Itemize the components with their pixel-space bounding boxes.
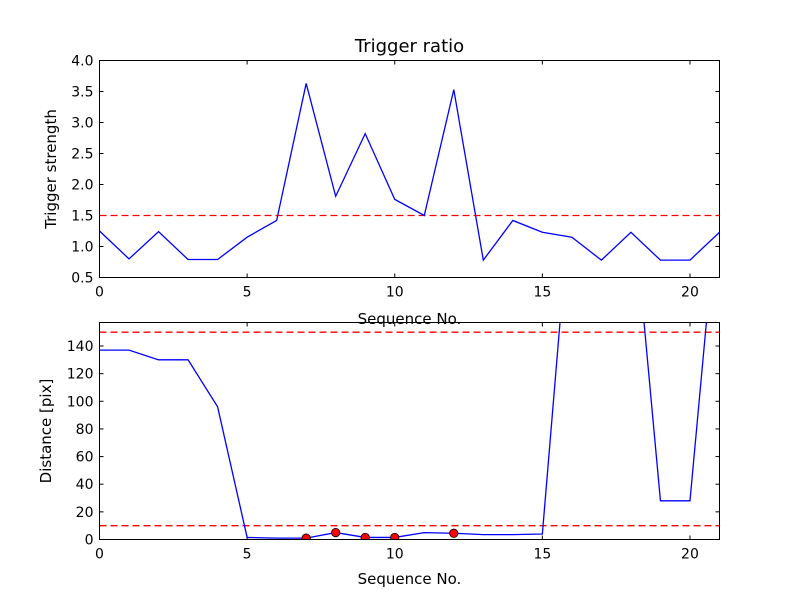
y-tick-label: 100 — [67, 394, 94, 410]
y-axis-label: Trigger strength — [42, 109, 60, 230]
x-tick-label: 15 — [533, 547, 551, 563]
y-tick-label: 140 — [67, 339, 94, 355]
y-tick-label: 80 — [76, 422, 94, 438]
series-line — [99, 83, 720, 262]
data-point-marker — [301, 533, 311, 540]
x-tick-label: 0 — [95, 547, 104, 563]
x-axis-label: Sequence No. — [358, 570, 462, 588]
x-tick-label: 0 — [95, 285, 104, 301]
y-tick-label: 0 — [85, 533, 94, 549]
y-tick-label: 1.0 — [71, 240, 93, 256]
x-axis-label: Sequence No. — [358, 310, 462, 328]
x-tick-label: 5 — [243, 547, 252, 563]
x-tick-label: 10 — [386, 285, 404, 301]
chart-title: Trigger ratio — [354, 36, 464, 57]
x-tick-label: 15 — [533, 285, 551, 301]
y-axis-label: Distance [pix] — [37, 379, 55, 484]
y-tick-label: 3.0 — [71, 116, 93, 132]
distance-chart: Sequence No. Distance [pix] 0 5 10 15 20 0 20 4… — [37, 322, 720, 588]
data-point-marker — [449, 528, 459, 538]
trigger-ratio-chart: Trigger ratio Sequence No. Trigger stren… — [42, 36, 720, 328]
y-tick-label: 0.5 — [71, 271, 93, 287]
y-tick-label: 2.5 — [71, 147, 93, 163]
plot-frame — [99, 322, 720, 540]
series-line — [99, 322, 708, 539]
y-tick-label: 120 — [67, 367, 94, 383]
data-point-marker — [390, 532, 400, 540]
y-tick-label: 1.5 — [71, 209, 93, 225]
data-point-marker — [331, 527, 341, 538]
y-tick-label: 20 — [76, 505, 94, 521]
data-point-marker — [360, 532, 370, 540]
y-tick-label: 4.0 — [71, 54, 93, 70]
x-tick-label: 20 — [681, 285, 699, 301]
plot-frame — [99, 60, 720, 278]
y-tick-label: 40 — [76, 477, 94, 493]
y-tick-label: 60 — [76, 450, 94, 466]
y-tick-label: 2.0 — [71, 178, 93, 194]
x-tick-label: 5 — [243, 285, 252, 301]
y-tick-label: 3.5 — [71, 85, 93, 101]
x-tick-label: 20 — [681, 547, 699, 563]
x-tick-label: 10 — [386, 547, 404, 563]
